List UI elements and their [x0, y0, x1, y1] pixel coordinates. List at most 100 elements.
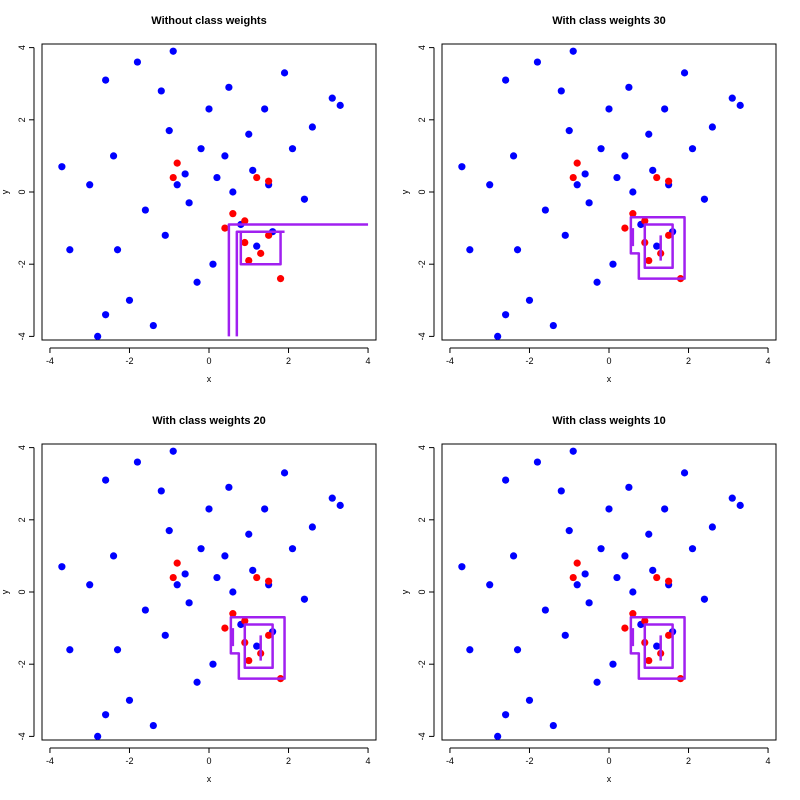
majority-point [280, 69, 289, 77]
majority-point [621, 152, 629, 160]
y-tick-label: 0 [17, 589, 27, 594]
minority-point [653, 573, 661, 582]
majority-point [102, 311, 110, 319]
x-tick-label: 0 [206, 356, 211, 366]
majority-point [533, 458, 542, 466]
majority-point [169, 47, 177, 55]
majority-point [513, 246, 522, 254]
majority-point [549, 321, 557, 330]
majority-point [593, 678, 601, 686]
y-axis-label: y [0, 189, 10, 194]
decision-boundary [229, 616, 286, 680]
majority-point [249, 166, 257, 174]
decision-boundary [227, 223, 369, 337]
majority-point [185, 199, 193, 207]
minority-point [253, 173, 261, 182]
plot-area [58, 447, 344, 740]
minority-point [169, 573, 177, 582]
majority-point [502, 711, 510, 719]
minority-point [257, 249, 265, 257]
majority-point [728, 494, 736, 502]
y-tick-label: -2 [17, 260, 27, 268]
majority-point [649, 566, 657, 574]
majority-point [502, 476, 510, 484]
y-tick-label: -2 [17, 660, 27, 668]
x-tick-label: -2 [525, 356, 533, 366]
majority-point [509, 152, 518, 160]
majority-point [629, 188, 637, 196]
minority-point [265, 177, 273, 185]
majority-point [113, 646, 122, 654]
plot-area [458, 447, 744, 740]
majority-point [86, 581, 94, 589]
majority-point [169, 447, 177, 455]
majority-point [680, 69, 689, 77]
minority-point [665, 631, 673, 639]
majority-point [597, 145, 605, 153]
majority-point [133, 58, 142, 66]
majority-point [102, 76, 110, 84]
majority-point [149, 721, 157, 730]
y-tick-label: -2 [417, 260, 427, 268]
y-tick-label: 0 [417, 589, 427, 594]
majority-point [193, 678, 201, 686]
majority-point [66, 246, 74, 254]
majority-point [221, 552, 229, 560]
minority-point [665, 577, 673, 585]
majority-point [597, 545, 605, 553]
majority-point [157, 87, 165, 95]
minority-point [173, 159, 181, 167]
majority-point [736, 101, 744, 109]
chart-panel: With class weights 20 -4 -2 0 2 4 -4 -2 0 2 4 x y [0, 415, 377, 784]
majority-point [161, 231, 169, 239]
chart-title: With class weights 30 [552, 15, 666, 27]
y-axis-label: y [400, 589, 410, 594]
majority-point [645, 530, 653, 538]
minority-point [229, 610, 237, 618]
plot-frame [441, 43, 777, 341]
majority-point [209, 660, 217, 668]
decision-boundary [629, 216, 686, 280]
majority-point [708, 123, 716, 131]
x-tick-label: -4 [446, 756, 454, 766]
y-tick-label: -4 [17, 332, 27, 340]
majority-point [525, 696, 534, 704]
y-tick-label: 2 [417, 517, 427, 522]
majority-point [125, 696, 134, 704]
majority-point [458, 163, 466, 171]
majority-point [541, 606, 549, 614]
minority-point [245, 256, 253, 265]
majority-point [245, 130, 253, 138]
majority-point [625, 483, 633, 491]
minority-point [265, 231, 273, 239]
majority-point [502, 311, 510, 319]
majority-point [328, 494, 336, 502]
majority-point [205, 105, 213, 113]
majority-point [161, 631, 169, 639]
majority-point [593, 278, 601, 286]
majority-point [185, 599, 193, 607]
minority-point [629, 610, 637, 618]
minority-point [169, 173, 177, 182]
y-tick-label: 4 [417, 445, 427, 450]
majority-point [193, 278, 201, 286]
majority-point [700, 595, 709, 603]
y-tick-label: 0 [17, 189, 27, 194]
majority-point [573, 181, 581, 189]
minority-point [265, 631, 273, 639]
majority-point [661, 505, 669, 513]
y-axis-label: y [0, 589, 10, 594]
majority-point [308, 123, 316, 131]
majority-point [221, 152, 229, 160]
majority-point [486, 181, 494, 189]
majority-point [86, 181, 94, 189]
minority-point [221, 224, 229, 232]
majority-point [181, 170, 189, 178]
majority-point [585, 199, 593, 207]
majority-point [541, 206, 549, 214]
majority-point [109, 152, 118, 160]
minority-point [645, 256, 653, 265]
chart-title: Without class weights [151, 15, 266, 27]
majority-point [458, 563, 466, 571]
chart-panel: Without class weights -4 -2 0 2 4 -4 -2 0 2 4 x y [0, 15, 377, 384]
